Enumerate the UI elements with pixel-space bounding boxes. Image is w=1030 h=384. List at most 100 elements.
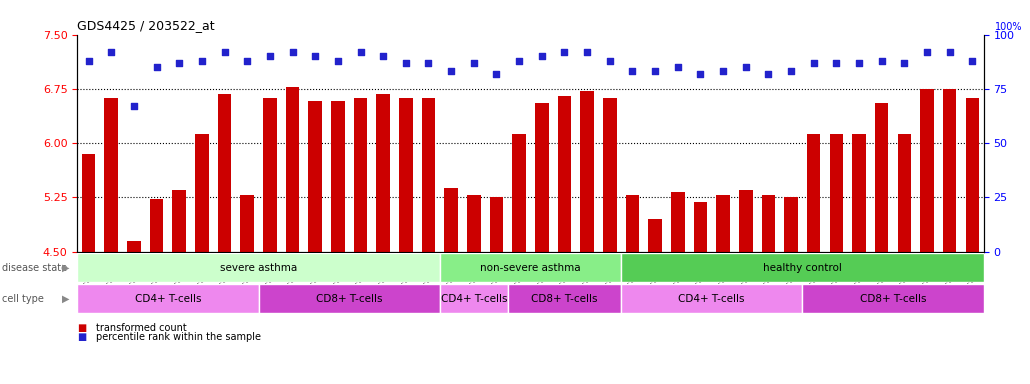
Bar — [508, 284, 621, 313]
Bar — [557, 96, 572, 252]
Bar — [693, 202, 708, 252]
Bar — [440, 284, 508, 313]
Bar — [806, 134, 821, 252]
Bar — [353, 98, 368, 252]
Point — [80, 58, 97, 64]
Bar — [77, 284, 259, 313]
Text: CD8+ T-cells: CD8+ T-cells — [860, 293, 926, 304]
Point — [511, 58, 527, 64]
Bar — [671, 192, 685, 252]
Point — [964, 58, 981, 64]
Bar — [376, 94, 390, 252]
Bar — [852, 134, 866, 252]
Point — [148, 64, 165, 70]
Point — [896, 60, 913, 66]
Point — [919, 49, 935, 55]
Bar — [259, 284, 440, 313]
Bar — [331, 101, 345, 252]
Point — [805, 60, 822, 66]
Bar — [263, 98, 277, 252]
Point — [103, 49, 119, 55]
Bar — [920, 89, 934, 252]
Point — [352, 49, 369, 55]
Point — [828, 60, 845, 66]
Point — [602, 58, 618, 64]
Point — [420, 60, 437, 66]
Bar — [942, 89, 957, 252]
Bar — [761, 195, 776, 252]
Point — [488, 71, 505, 77]
Bar — [621, 253, 984, 282]
Bar — [149, 199, 164, 252]
Point — [194, 58, 210, 64]
Bar — [467, 195, 481, 252]
Text: cell type: cell type — [2, 293, 44, 304]
Bar — [802, 284, 984, 313]
Point — [647, 68, 663, 74]
Point — [624, 68, 641, 74]
Point — [783, 68, 799, 74]
Bar — [308, 101, 322, 252]
Text: GDS4425 / 203522_at: GDS4425 / 203522_at — [77, 19, 215, 32]
Point — [715, 68, 731, 74]
Text: CD4+ T-cells: CD4+ T-cells — [135, 293, 201, 304]
Bar — [127, 241, 141, 252]
Point — [851, 60, 867, 66]
Bar — [965, 98, 980, 252]
Bar — [217, 94, 232, 252]
Point — [330, 58, 346, 64]
Point — [284, 49, 301, 55]
Bar — [444, 188, 458, 252]
Text: transformed count: transformed count — [96, 323, 186, 333]
Text: disease state: disease state — [2, 263, 67, 273]
Bar — [603, 98, 617, 252]
Text: ▶: ▶ — [62, 293, 69, 304]
Bar — [285, 87, 300, 252]
Bar — [784, 197, 798, 252]
Point — [126, 103, 142, 109]
Bar — [739, 190, 753, 252]
Text: CD4+ T-cells: CD4+ T-cells — [679, 293, 745, 304]
Bar — [489, 197, 504, 252]
Text: healthy control: healthy control — [763, 263, 842, 273]
Bar — [621, 284, 802, 313]
Text: ■: ■ — [77, 323, 87, 333]
Text: CD4+ T-cells: CD4+ T-cells — [441, 293, 507, 304]
Point — [579, 49, 595, 55]
Point — [307, 53, 323, 60]
Point — [375, 53, 391, 60]
Text: percentile rank within the sample: percentile rank within the sample — [96, 332, 261, 342]
Point — [216, 49, 233, 55]
Point — [443, 68, 459, 74]
Point — [941, 49, 958, 55]
Text: CD8+ T-cells: CD8+ T-cells — [531, 293, 597, 304]
Bar — [195, 134, 209, 252]
Bar — [648, 219, 662, 252]
Bar — [535, 103, 549, 252]
Bar — [81, 154, 96, 252]
Point — [171, 60, 187, 66]
Bar — [580, 91, 594, 252]
Point — [556, 49, 573, 55]
Point — [239, 58, 255, 64]
Text: CD8+ T-cells: CD8+ T-cells — [316, 293, 382, 304]
Point — [466, 60, 482, 66]
Text: ■: ■ — [77, 332, 87, 342]
Point — [873, 58, 890, 64]
Bar — [716, 195, 730, 252]
Bar — [897, 134, 912, 252]
Bar — [421, 98, 436, 252]
Point — [737, 64, 754, 70]
Text: 100%: 100% — [995, 22, 1023, 32]
Bar — [512, 134, 526, 252]
Bar — [874, 103, 889, 252]
Point — [534, 53, 550, 60]
Bar — [77, 253, 440, 282]
Bar — [104, 98, 118, 252]
Point — [670, 64, 686, 70]
Text: non-severe asthma: non-severe asthma — [480, 263, 581, 273]
Bar — [399, 98, 413, 252]
Bar — [625, 195, 640, 252]
Bar — [240, 195, 254, 252]
Point — [398, 60, 414, 66]
